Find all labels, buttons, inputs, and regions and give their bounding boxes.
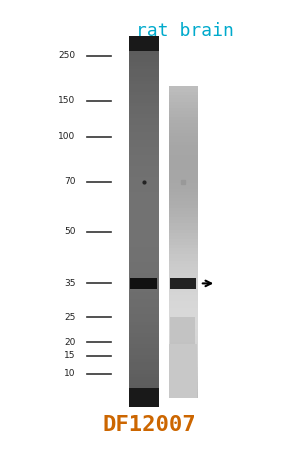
Text: 35: 35 <box>64 279 75 288</box>
Text: 50: 50 <box>64 227 75 236</box>
Text: 10: 10 <box>64 369 75 378</box>
Text: 20: 20 <box>64 338 75 346</box>
Bar <box>170 317 196 344</box>
Bar <box>169 87 197 399</box>
Text: 100: 100 <box>58 132 75 141</box>
Text: 15: 15 <box>64 351 75 360</box>
Text: 70: 70 <box>64 178 75 187</box>
Text: DF12007: DF12007 <box>103 415 196 434</box>
Bar <box>129 38 158 408</box>
Bar <box>132 42 155 403</box>
Text: 25: 25 <box>64 313 75 322</box>
Text: 150: 150 <box>58 96 75 105</box>
Bar <box>130 278 157 289</box>
Text: 250: 250 <box>58 51 75 60</box>
Bar <box>169 344 197 399</box>
Text: rat brain: rat brain <box>136 22 234 39</box>
Bar <box>170 278 196 289</box>
